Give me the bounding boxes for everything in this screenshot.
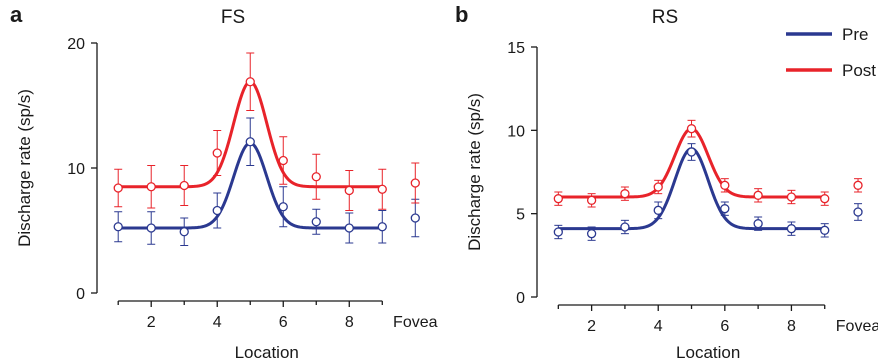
data-point xyxy=(620,222,630,232)
y-tick-label: 15 xyxy=(507,40,525,57)
legend-label: Pre xyxy=(842,25,868,44)
data-point xyxy=(212,205,222,216)
legend-label: Post xyxy=(842,61,876,80)
data-point xyxy=(820,194,830,204)
data-point xyxy=(586,229,597,239)
data-point xyxy=(720,180,730,190)
data-point xyxy=(146,182,156,192)
y-tick-label: 20 xyxy=(67,36,85,53)
data-point xyxy=(344,223,354,233)
data-point xyxy=(245,137,255,147)
data-point xyxy=(146,223,156,233)
x-tick-label: 6 xyxy=(279,314,288,331)
data-point xyxy=(278,155,288,166)
data-point xyxy=(820,225,830,235)
y-tick-label: 10 xyxy=(67,161,85,178)
y-tick-label: 10 xyxy=(507,123,525,140)
x-tick-label-fovea: Fovea xyxy=(836,318,878,335)
data-point xyxy=(113,183,123,193)
data-point xyxy=(212,148,222,158)
data-point xyxy=(311,172,321,182)
data-point xyxy=(686,147,697,157)
data-point xyxy=(410,213,420,223)
data-point xyxy=(620,189,630,199)
data-point xyxy=(786,224,797,234)
x-tick-label: 2 xyxy=(147,314,156,331)
panel-letter: b xyxy=(455,2,468,27)
data-point xyxy=(653,182,663,192)
data-point xyxy=(553,194,563,204)
data-point xyxy=(410,178,420,188)
x-tick-label: 8 xyxy=(345,314,354,331)
data-point xyxy=(853,180,863,190)
fit-curve-post xyxy=(558,127,825,199)
x-axis-label: Location xyxy=(235,343,299,362)
data-point xyxy=(653,205,663,215)
x-tick-label-fovea: Fovea xyxy=(393,314,438,331)
y-tick-label: 0 xyxy=(76,286,85,303)
y-axis-label: Discharge rate (sp/s) xyxy=(465,93,484,251)
data-point xyxy=(344,185,354,196)
data-point xyxy=(853,207,863,217)
data-point xyxy=(179,180,189,191)
data-point xyxy=(113,222,123,232)
x-axis-label: Location xyxy=(676,343,740,362)
data-point xyxy=(179,227,189,237)
data-point xyxy=(586,195,597,205)
x-tick-label: 6 xyxy=(720,318,729,335)
x-tick-label: 8 xyxy=(787,318,796,335)
data-point xyxy=(377,184,387,194)
data-point xyxy=(753,219,763,229)
x-tick-label: 4 xyxy=(654,318,663,335)
y-axis-label: Discharge rate (sp/s) xyxy=(15,89,34,247)
data-point xyxy=(245,77,255,87)
data-point xyxy=(686,124,697,134)
y-tick-label: 5 xyxy=(516,207,525,224)
data-point xyxy=(720,204,730,214)
data-point xyxy=(377,222,387,232)
data-point xyxy=(278,202,288,212)
chart-title: FS xyxy=(221,7,245,28)
data-point xyxy=(753,190,763,200)
data-point xyxy=(786,192,797,202)
x-tick-label: 4 xyxy=(213,314,222,331)
x-tick-label: 2 xyxy=(587,318,596,335)
data-point xyxy=(311,217,321,227)
y-tick-label: 0 xyxy=(516,290,525,307)
chart-title: RS xyxy=(652,7,678,28)
data-point xyxy=(553,227,563,237)
panel-letter: a xyxy=(10,2,23,27)
